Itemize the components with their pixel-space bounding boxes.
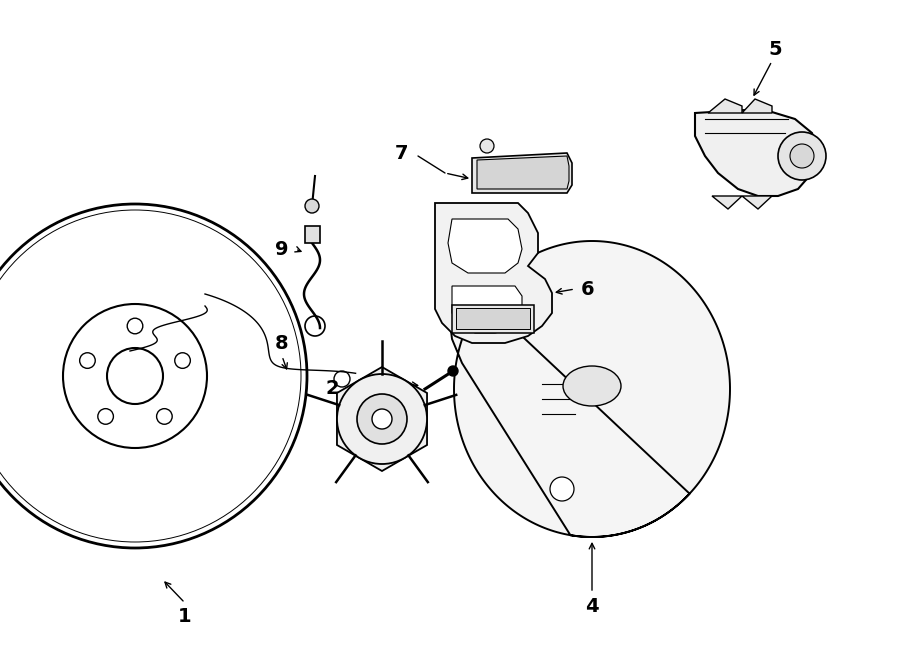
Text: 4: 4 <box>585 596 598 615</box>
Text: 8: 8 <box>275 334 289 352</box>
Circle shape <box>63 304 207 448</box>
Text: 9: 9 <box>275 239 289 258</box>
Circle shape <box>79 353 95 368</box>
Circle shape <box>778 132 826 180</box>
Ellipse shape <box>563 366 621 406</box>
Text: 5: 5 <box>769 40 782 59</box>
Circle shape <box>480 139 494 153</box>
Circle shape <box>98 408 113 424</box>
Circle shape <box>107 348 163 404</box>
Text: 1: 1 <box>178 607 192 625</box>
Polygon shape <box>695 109 818 196</box>
Circle shape <box>372 409 392 429</box>
Circle shape <box>0 204 307 548</box>
Circle shape <box>157 408 172 424</box>
Text: 6: 6 <box>581 280 595 299</box>
Polygon shape <box>448 219 522 273</box>
Circle shape <box>337 374 427 464</box>
Circle shape <box>357 394 407 444</box>
Polygon shape <box>708 99 742 113</box>
Text: 7: 7 <box>395 143 409 163</box>
Polygon shape <box>472 153 572 193</box>
Polygon shape <box>742 99 772 113</box>
Polygon shape <box>456 308 530 329</box>
Circle shape <box>127 318 143 334</box>
Polygon shape <box>305 226 320 243</box>
Polygon shape <box>712 196 742 209</box>
Polygon shape <box>337 367 427 471</box>
Circle shape <box>448 366 458 376</box>
Polygon shape <box>452 305 534 333</box>
Circle shape <box>305 199 319 213</box>
Polygon shape <box>448 241 730 537</box>
Polygon shape <box>742 196 772 209</box>
Circle shape <box>550 477 574 501</box>
Polygon shape <box>435 203 552 343</box>
Circle shape <box>175 353 191 368</box>
Text: 3: 3 <box>375 373 389 393</box>
Polygon shape <box>452 286 522 333</box>
Polygon shape <box>477 156 569 189</box>
Circle shape <box>790 144 814 168</box>
Text: 2: 2 <box>325 379 338 399</box>
